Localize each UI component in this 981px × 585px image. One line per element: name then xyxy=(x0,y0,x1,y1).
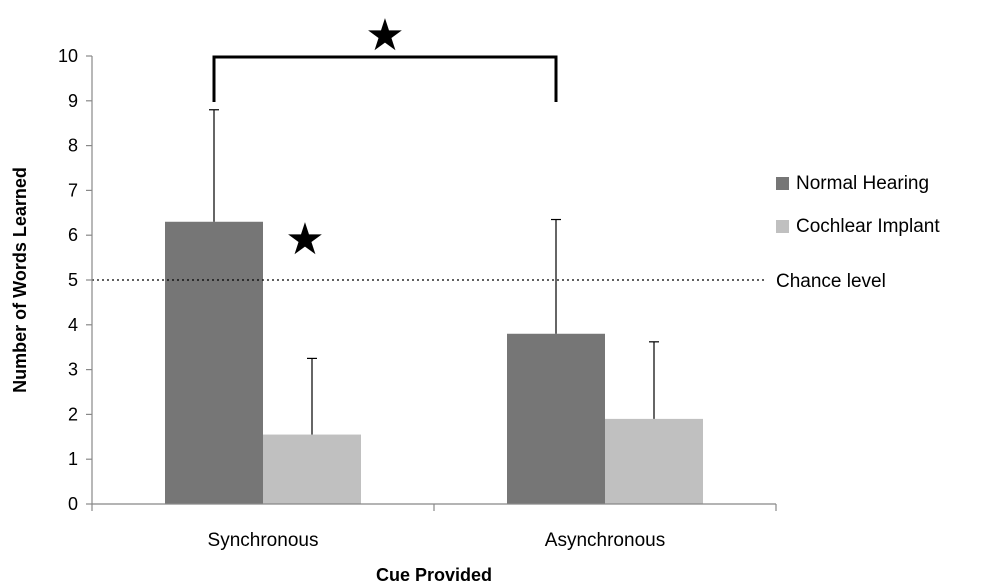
legend-swatch xyxy=(776,177,789,190)
bar xyxy=(507,333,605,504)
legend: Normal Hearing Cochlear Implant xyxy=(776,173,940,237)
y-tick-label: 7 xyxy=(68,180,78,200)
y-tick-label: 10 xyxy=(58,46,78,66)
axes xyxy=(91,56,777,511)
category-labels: Synchronous Asynchronous xyxy=(208,530,666,551)
y-tick-label: 4 xyxy=(68,315,78,335)
y-tick-label: 5 xyxy=(68,270,78,290)
y-tick-label: 2 xyxy=(68,404,78,424)
y-axis-title: Number of Words Learned xyxy=(10,167,30,393)
y-tick-label: 8 xyxy=(68,136,78,156)
bar xyxy=(165,221,263,504)
bars xyxy=(165,221,703,504)
chance-level-label: Chance level xyxy=(776,271,886,292)
category-label: Asynchronous xyxy=(545,530,665,551)
y-tick-label: 9 xyxy=(68,91,78,111)
significance-bracket xyxy=(212,55,558,102)
significance-star-icon: ★ xyxy=(365,11,404,60)
significance-star-icon: ★ xyxy=(285,215,324,264)
error-bars xyxy=(209,109,659,435)
y-tick-label: 1 xyxy=(68,449,78,469)
legend-label: Cochlear Implant xyxy=(796,216,940,237)
legend-swatch xyxy=(776,220,789,233)
y-tick-label: 3 xyxy=(68,360,78,380)
category-label: Synchronous xyxy=(208,530,319,551)
y-tick-label: 6 xyxy=(68,225,78,245)
bar xyxy=(263,434,361,504)
x-axis-title: Cue Provided xyxy=(376,565,492,585)
y-axis-ticks: 0 1 2 3 4 5 6 7 8 9 10 xyxy=(58,46,92,514)
bar xyxy=(605,418,703,504)
legend-label: Normal Hearing xyxy=(796,173,929,194)
y-tick-label: 0 xyxy=(68,494,78,514)
